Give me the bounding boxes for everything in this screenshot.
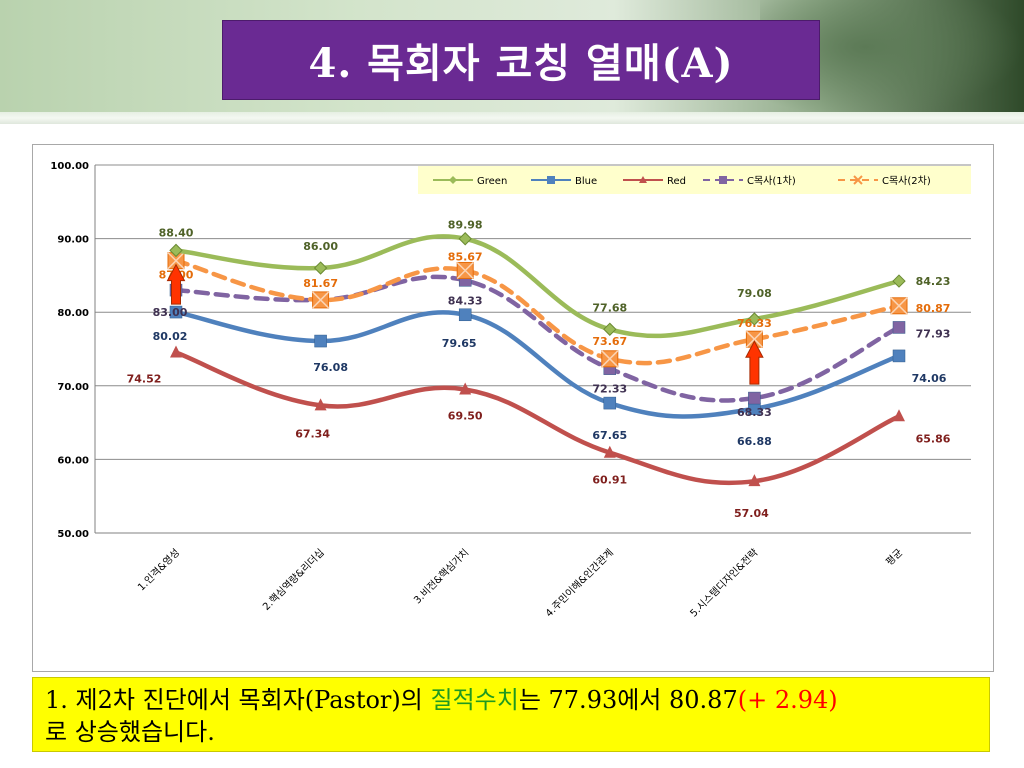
data-point xyxy=(170,345,182,358)
data-point xyxy=(458,232,472,246)
series-line xyxy=(173,258,902,366)
data-point xyxy=(747,312,762,326)
data-point xyxy=(748,474,761,487)
data-point xyxy=(892,349,906,363)
data-point xyxy=(313,261,328,275)
data-point xyxy=(169,243,183,258)
data-point xyxy=(169,305,183,319)
data-point xyxy=(312,291,330,309)
data-point xyxy=(890,297,908,315)
data-label: 76.08 xyxy=(313,361,348,374)
data-label: 57.04 xyxy=(734,507,769,520)
data-label: 80.02 xyxy=(153,330,188,343)
legend-label: Green xyxy=(477,176,507,187)
x-tick-label: 3.비전&핵심가치 xyxy=(412,547,472,607)
legend-marker xyxy=(853,175,863,185)
legend-label: Red xyxy=(667,176,686,187)
y-tick-label: 70.00 xyxy=(57,382,89,393)
data-point xyxy=(459,382,472,395)
caption-highlight: 질적수치 xyxy=(430,686,519,714)
data-label: 86.00 xyxy=(303,240,338,253)
legend-marker xyxy=(547,176,555,184)
data-point xyxy=(314,398,327,411)
data-label: 72.33 xyxy=(592,383,627,396)
caption-box: 1. 제2차 진단에서 목회자(Pastor)의 질적수치는 77.93에서 8… xyxy=(32,677,990,752)
legend-marker xyxy=(449,176,457,184)
slide-title: 4. 목회자 코칭 열매(A) xyxy=(308,40,734,87)
data-label: 83.00 xyxy=(153,306,188,319)
legend-label: C목사(2차) xyxy=(882,175,931,187)
data-label: 79.08 xyxy=(737,287,772,300)
data-label: 68.33 xyxy=(737,406,772,419)
legend-label: C목사(1차) xyxy=(747,175,796,187)
caption-text-2: 는 77.93에서 80.87 xyxy=(518,686,738,714)
header-divider xyxy=(0,112,1024,124)
data-label: 77.93 xyxy=(916,327,951,340)
data-label: 79.65 xyxy=(442,337,477,350)
y-tick-label: 50.00 xyxy=(57,529,89,540)
data-point xyxy=(892,274,906,288)
x-tick-label: 5.시스템디자인&전략 xyxy=(688,547,761,620)
data-label: 66.88 xyxy=(737,435,772,448)
title-box: 4. 목회자 코칭 열매(A) xyxy=(222,20,820,100)
x-tick-label: 1.인격&영성 xyxy=(135,546,182,593)
data-point xyxy=(314,334,327,348)
data-point xyxy=(167,252,185,270)
legend-label: Blue xyxy=(575,176,597,187)
data-label: 81.67 xyxy=(303,277,338,290)
caption-delta: (+ 2.94) xyxy=(737,686,838,714)
data-point xyxy=(603,396,617,410)
x-tick-label: 평균 xyxy=(884,547,906,569)
series-line xyxy=(173,234,902,339)
data-point xyxy=(601,350,619,368)
data-point xyxy=(893,409,905,422)
data-point xyxy=(603,445,616,458)
data-label: 69.50 xyxy=(448,409,483,422)
data-label: 76.33 xyxy=(737,317,772,330)
legend: Green Blue Red C목사(1차) C목사(2차) xyxy=(418,166,971,194)
data-label: 67.65 xyxy=(592,429,627,442)
data-point xyxy=(892,321,906,334)
y-tick-label: 100.00 xyxy=(50,161,89,172)
data-point xyxy=(748,391,761,405)
data-label: 84.23 xyxy=(916,275,951,288)
data-point xyxy=(745,330,763,348)
y-tick-label: 90.00 xyxy=(57,235,89,246)
caption-text: 1. 제2차 진단에서 목회자(Pastor)의 xyxy=(45,686,431,714)
legend-marker xyxy=(719,176,727,184)
y-tick-label: 80.00 xyxy=(57,308,89,319)
data-label: 88.40 xyxy=(159,226,194,239)
series-line xyxy=(173,309,902,419)
up-arrow-icon xyxy=(166,263,186,305)
data-label: 60.91 xyxy=(592,474,627,487)
data-label: 74.06 xyxy=(912,372,947,385)
data-label: 74.52 xyxy=(127,373,162,386)
x-tick-label: 4.주민이해&인간관계 xyxy=(542,546,616,620)
chart-frame: 50.00 60.00 70.00 80.00 90.00 100.00 1.인격&영성 2.… xyxy=(32,144,994,672)
data-point xyxy=(456,261,474,279)
data-label: 77.68 xyxy=(592,301,627,314)
line-chart: 50.00 60.00 70.00 80.00 90.00 100.00 1.인격&영성 2.… xyxy=(50,161,971,620)
caption-text-3: 로 상승했습니다. xyxy=(45,718,215,746)
legend-box xyxy=(418,166,971,194)
x-tick-label: 2.핵심역량&리더십 xyxy=(260,547,326,613)
data-label: 84.33 xyxy=(448,294,483,307)
data-label: 73.67 xyxy=(592,335,627,348)
series-line xyxy=(173,350,902,486)
y-tick-label: 60.00 xyxy=(57,455,89,466)
data-label: 65.86 xyxy=(916,432,951,445)
data-point xyxy=(458,308,472,322)
data-label: 85.67 xyxy=(448,250,483,263)
data-label: 89.98 xyxy=(448,219,483,232)
data-label: 67.34 xyxy=(295,427,330,440)
up-arrow-icon xyxy=(745,340,764,385)
legend-marker xyxy=(639,176,647,183)
data-label: 80.87 xyxy=(916,302,951,315)
data-point xyxy=(603,322,617,336)
